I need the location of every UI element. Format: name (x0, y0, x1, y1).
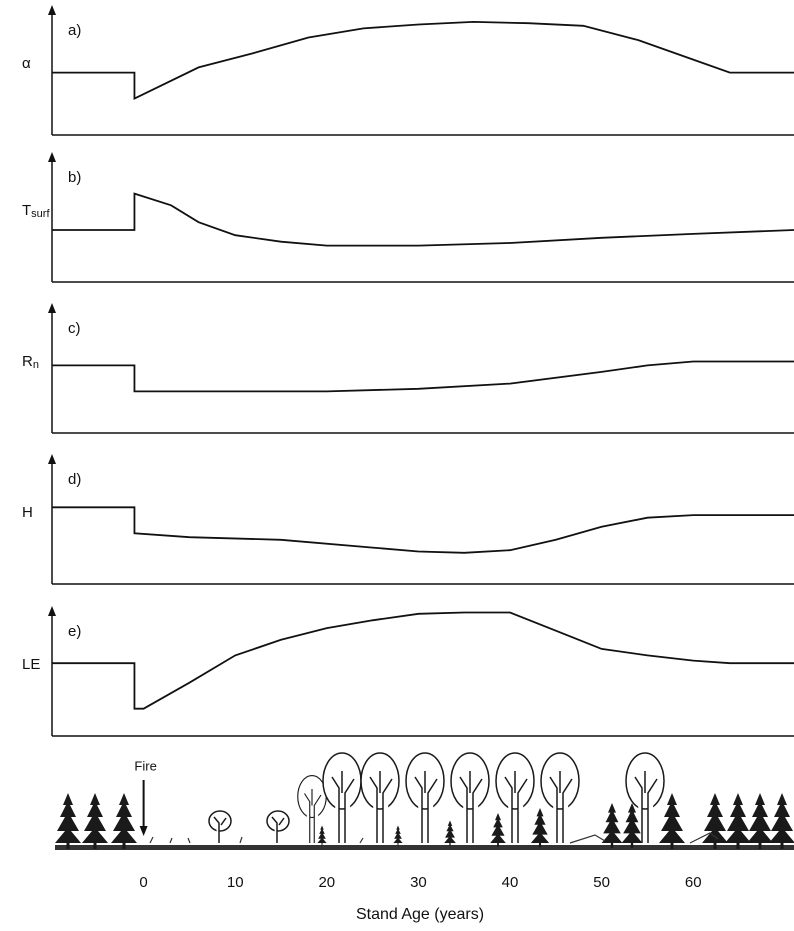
panel-label: a) (68, 22, 81, 39)
y-label-main: T (22, 202, 31, 219)
x-tick-label: 40 (502, 874, 519, 891)
x-tick-label: 10 (227, 874, 244, 891)
panel-label: d) (68, 471, 81, 488)
x-tick-label: 0 (139, 874, 147, 891)
y-axis-label: Tsurf (22, 202, 50, 220)
y-label-main: LE (22, 656, 40, 673)
panel-label: b) (68, 169, 81, 186)
x-tick-label: 50 (593, 874, 610, 891)
y-axis-arrow (48, 5, 56, 15)
y-axis-label: Rn (22, 353, 39, 371)
y-label-sub: surf (31, 208, 50, 220)
data-line (52, 192, 794, 247)
y-axis-arrow (48, 606, 56, 616)
y-label-sub: n (33, 359, 39, 371)
y-axis-label: LE (22, 656, 40, 673)
y-axis-arrow (48, 303, 56, 313)
y-label-main: H (22, 504, 33, 521)
data-line (52, 611, 794, 710)
y-axis-arrow (48, 152, 56, 162)
illustration (55, 752, 794, 850)
data-line (52, 20, 794, 101)
data-line (52, 506, 794, 554)
annotation-arrowhead (139, 826, 148, 836)
y-axis-label: H (22, 504, 33, 521)
x-tick-label: 60 (685, 874, 702, 891)
y-axis-arrow (48, 454, 56, 464)
panel-label: e) (68, 623, 81, 640)
x-tick-label: 20 (318, 874, 335, 891)
data-line (52, 360, 794, 393)
y-axis-label: α (22, 55, 31, 72)
annotation: Fire (134, 758, 156, 773)
x-axis-label: Stand Age (years) (356, 906, 484, 923)
y-label-main: R (22, 353, 33, 370)
panel-label: c) (68, 320, 81, 337)
x-tick-label: 30 (410, 874, 427, 891)
y-label-main: α (22, 55, 31, 72)
